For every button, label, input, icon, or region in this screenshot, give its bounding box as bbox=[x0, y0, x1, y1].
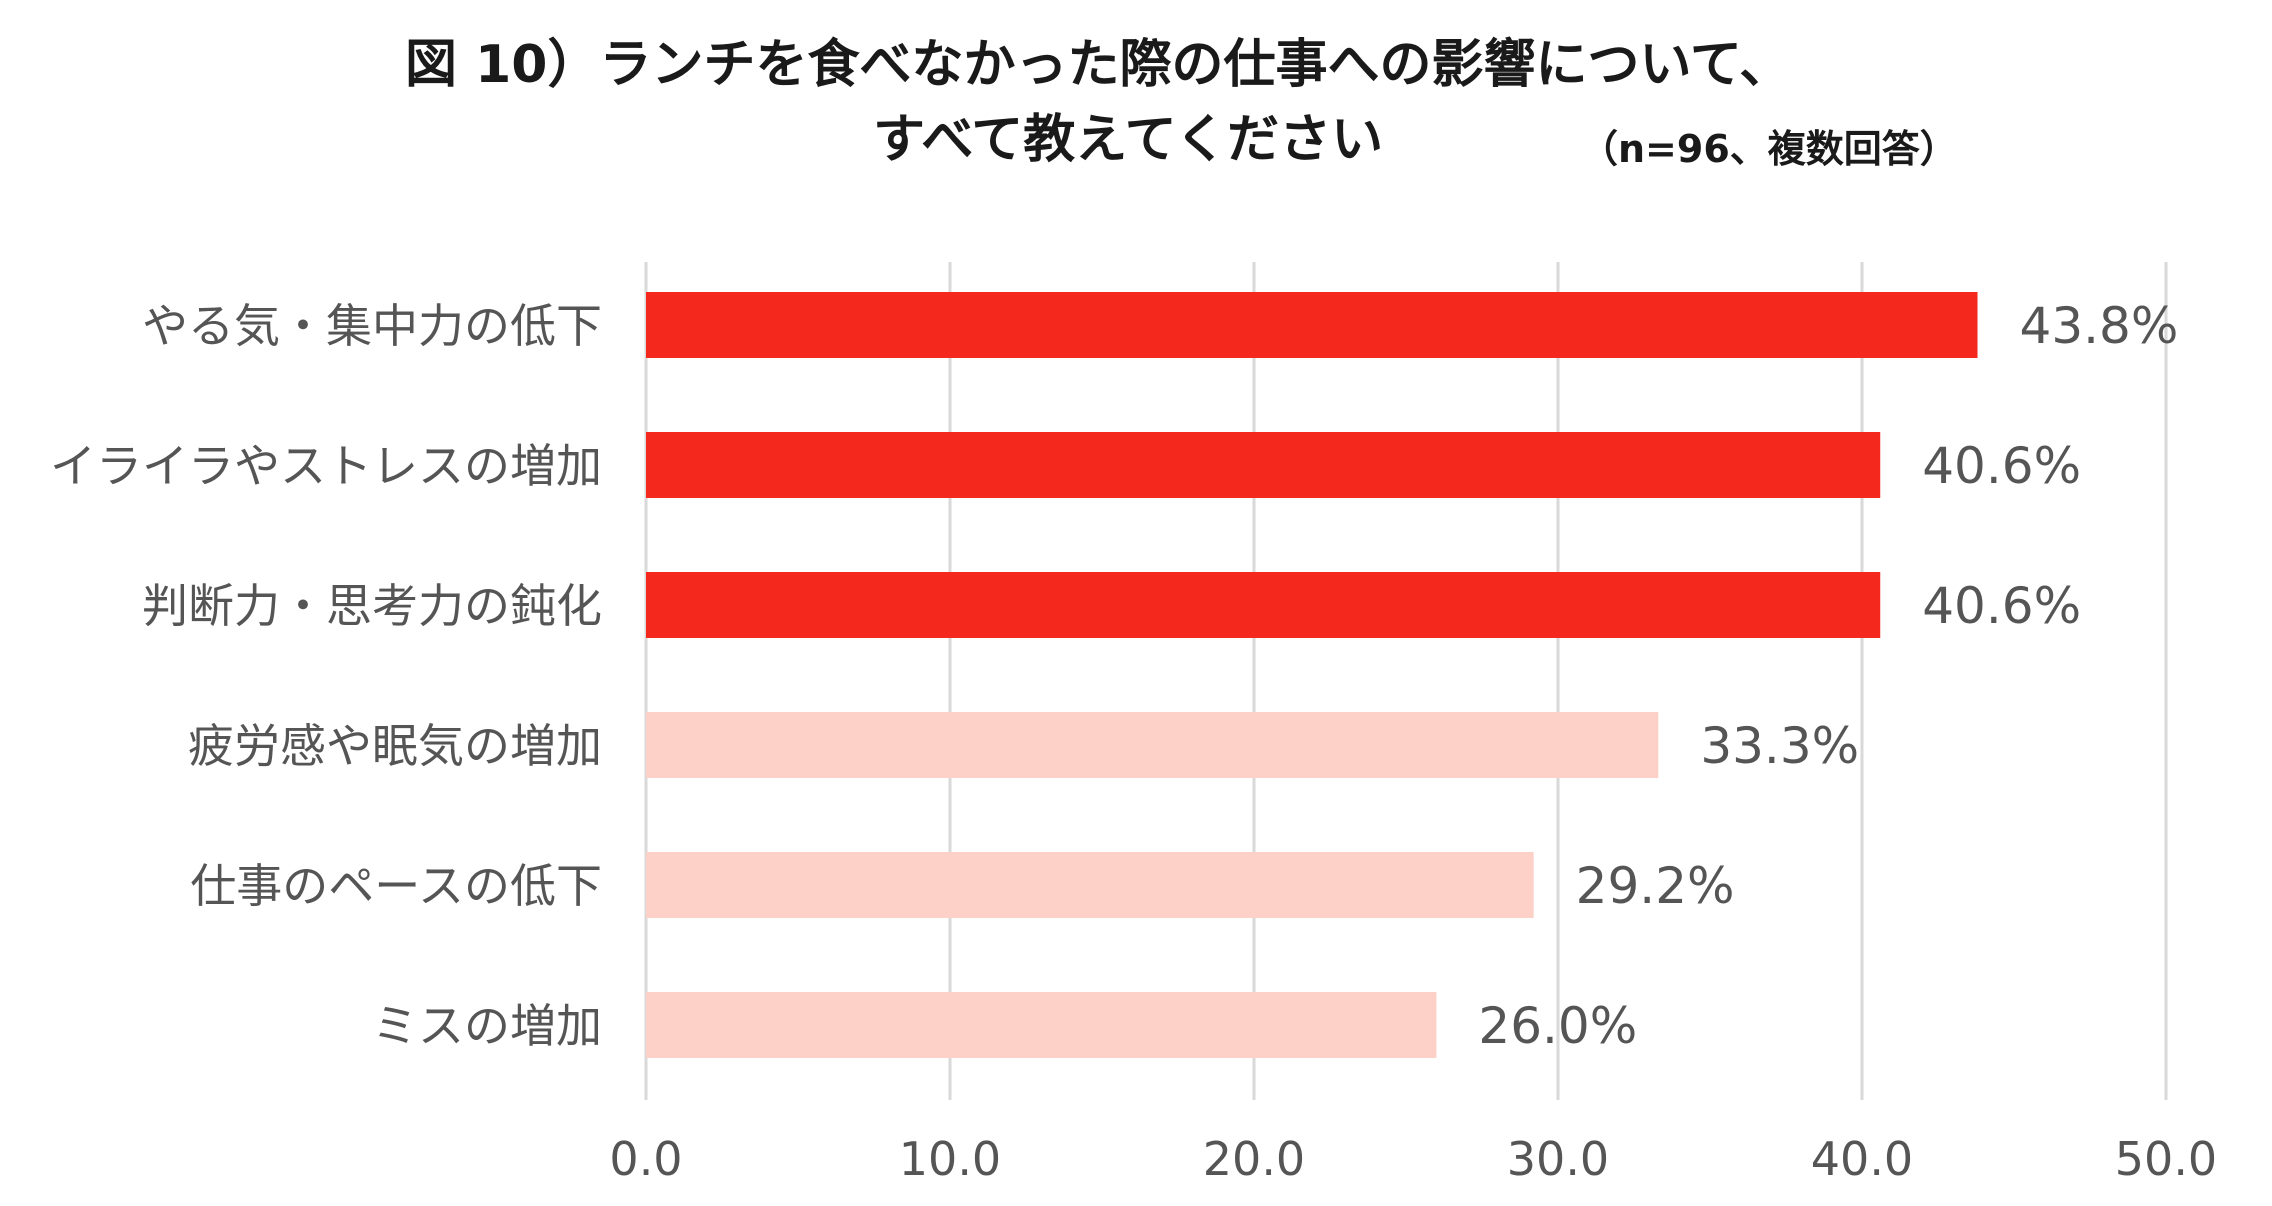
value-label: 29.2% bbox=[1576, 857, 1735, 915]
bar bbox=[646, 572, 1881, 638]
chart-title-line-2: すべて教えてください bbox=[873, 110, 1383, 170]
x-tick-label: 0.0 bbox=[609, 1132, 682, 1186]
gridlines bbox=[644, 262, 2168, 1100]
category-labels: やる気・集中力の低下イライラやストレスの増加判断力・思考力の鈍化疲労感や眠気の増… bbox=[50, 299, 602, 1053]
x-axis-ticks: 0.0 10.0 20.0 30.0 40.0 50.0 bbox=[609, 1132, 2217, 1186]
value-labels: 43.8% 40.6% 40.6% 33.3% 29.2% 26.0% bbox=[1478, 297, 2178, 1055]
category-label: やる気・集中力の低下 bbox=[142, 299, 602, 353]
category-label: 判断力・思考力の鈍化 bbox=[142, 579, 602, 633]
value-label: 40.6% bbox=[1922, 437, 2081, 495]
bar bbox=[646, 432, 1881, 498]
x-tick-label: 40.0 bbox=[1811, 1132, 1913, 1186]
category-label: 疲労感や眠気の増加 bbox=[188, 719, 602, 773]
bar bbox=[646, 992, 1437, 1058]
value-label: 26.0% bbox=[1478, 997, 1637, 1055]
bar bbox=[646, 292, 1978, 358]
x-tick-label: 50.0 bbox=[2115, 1132, 2217, 1186]
bar bbox=[646, 852, 1534, 918]
chart-title: 図 10）ランチを食べなかった際の仕事への影響について、 すべて教えてください … bbox=[405, 35, 1958, 171]
category-label: イライラやストレスの増加 bbox=[50, 439, 602, 493]
value-label: 40.6% bbox=[1922, 577, 2081, 635]
value-label: 33.3% bbox=[1700, 717, 1859, 775]
category-label: 仕事のペースの低下 bbox=[190, 859, 602, 913]
value-label: 43.8% bbox=[2020, 297, 2179, 355]
chart-note: （n=96、複数回答） bbox=[1580, 127, 1958, 171]
bar bbox=[646, 712, 1659, 778]
chart-title-line-1: 図 10）ランチを食べなかった際の仕事への影響について、 bbox=[405, 35, 1791, 95]
x-tick-label: 10.0 bbox=[899, 1132, 1001, 1186]
category-label: ミスの増加 bbox=[372, 999, 602, 1053]
bars bbox=[646, 292, 1978, 1058]
x-tick-label: 30.0 bbox=[1507, 1132, 1609, 1186]
x-tick-label: 20.0 bbox=[1203, 1132, 1305, 1186]
